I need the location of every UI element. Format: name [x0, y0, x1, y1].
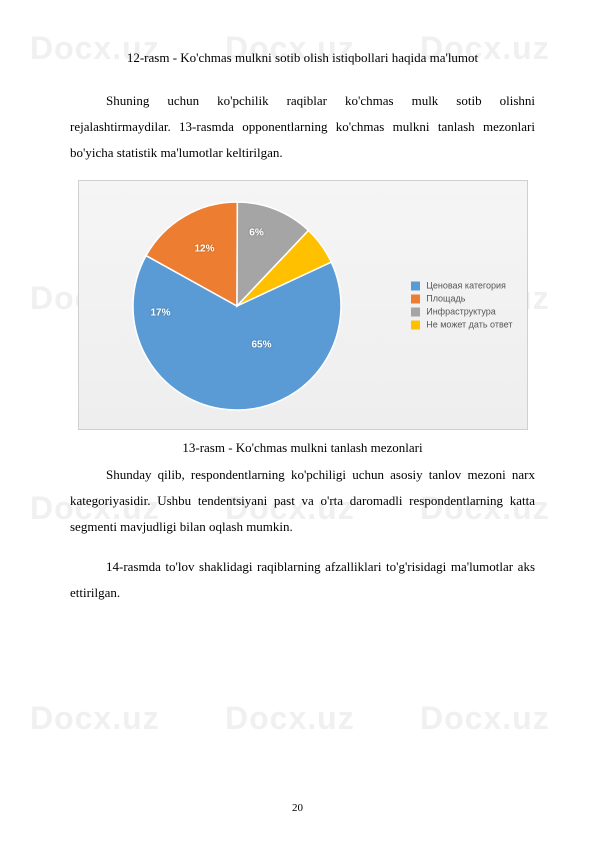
legend-item: Не может дать ответ	[411, 320, 512, 330]
pie-svg	[97, 195, 377, 417]
legend-label: Инфраструктура	[426, 307, 496, 317]
legend-label: Ценовая категория	[426, 281, 506, 291]
pie-slice-label: 6%	[249, 228, 263, 239]
legend-swatch	[411, 320, 420, 329]
pie-slice-label: 65%	[251, 340, 271, 351]
legend-swatch	[411, 307, 420, 316]
legend-label: Не может дать ответ	[426, 320, 512, 330]
legend-item: Инфраструктура	[411, 307, 512, 317]
legend-label: Площадь	[426, 294, 465, 304]
pie-chart-13: 65% 17% 12% 6% Ценовая категория Площадь Инфр…	[78, 180, 528, 430]
chart-legend: Ценовая категория Площадь Инфраструктура Не…	[411, 278, 512, 333]
figure-13-caption: 13-rasm - Ko'chmas mulkni tanlash mezonl…	[70, 440, 535, 456]
pie-slice-label: 12%	[194, 244, 214, 255]
paragraph-2: Shunday qilib, respondentlarning ko'pchi…	[70, 462, 535, 540]
pie-chart-canvas: 65% 17% 12% 6%	[97, 195, 377, 417]
watermark-text: Docx.uz	[420, 700, 550, 737]
legend-swatch	[411, 281, 420, 290]
page-number: 20	[0, 802, 595, 814]
watermark-text: Docx.uz	[30, 700, 160, 737]
pie-slice-label: 17%	[150, 308, 170, 319]
legend-item: Ценовая категория	[411, 281, 512, 291]
watermark-text: Docx.uz	[225, 700, 355, 737]
page-content: 12-rasm - Ko'chmas mulkni sotib olish is…	[0, 0, 595, 660]
paragraph-1: Shuning uchun ko'pchilik raqiblar ko'chm…	[70, 88, 535, 166]
legend-item: Площадь	[411, 294, 512, 304]
paragraph-3: 14-rasmda to'lov shaklidagi raqiblarning…	[70, 554, 535, 606]
legend-swatch	[411, 294, 420, 303]
figure-12-title: 12-rasm - Ko'chmas mulkni sotib olish is…	[70, 50, 535, 66]
